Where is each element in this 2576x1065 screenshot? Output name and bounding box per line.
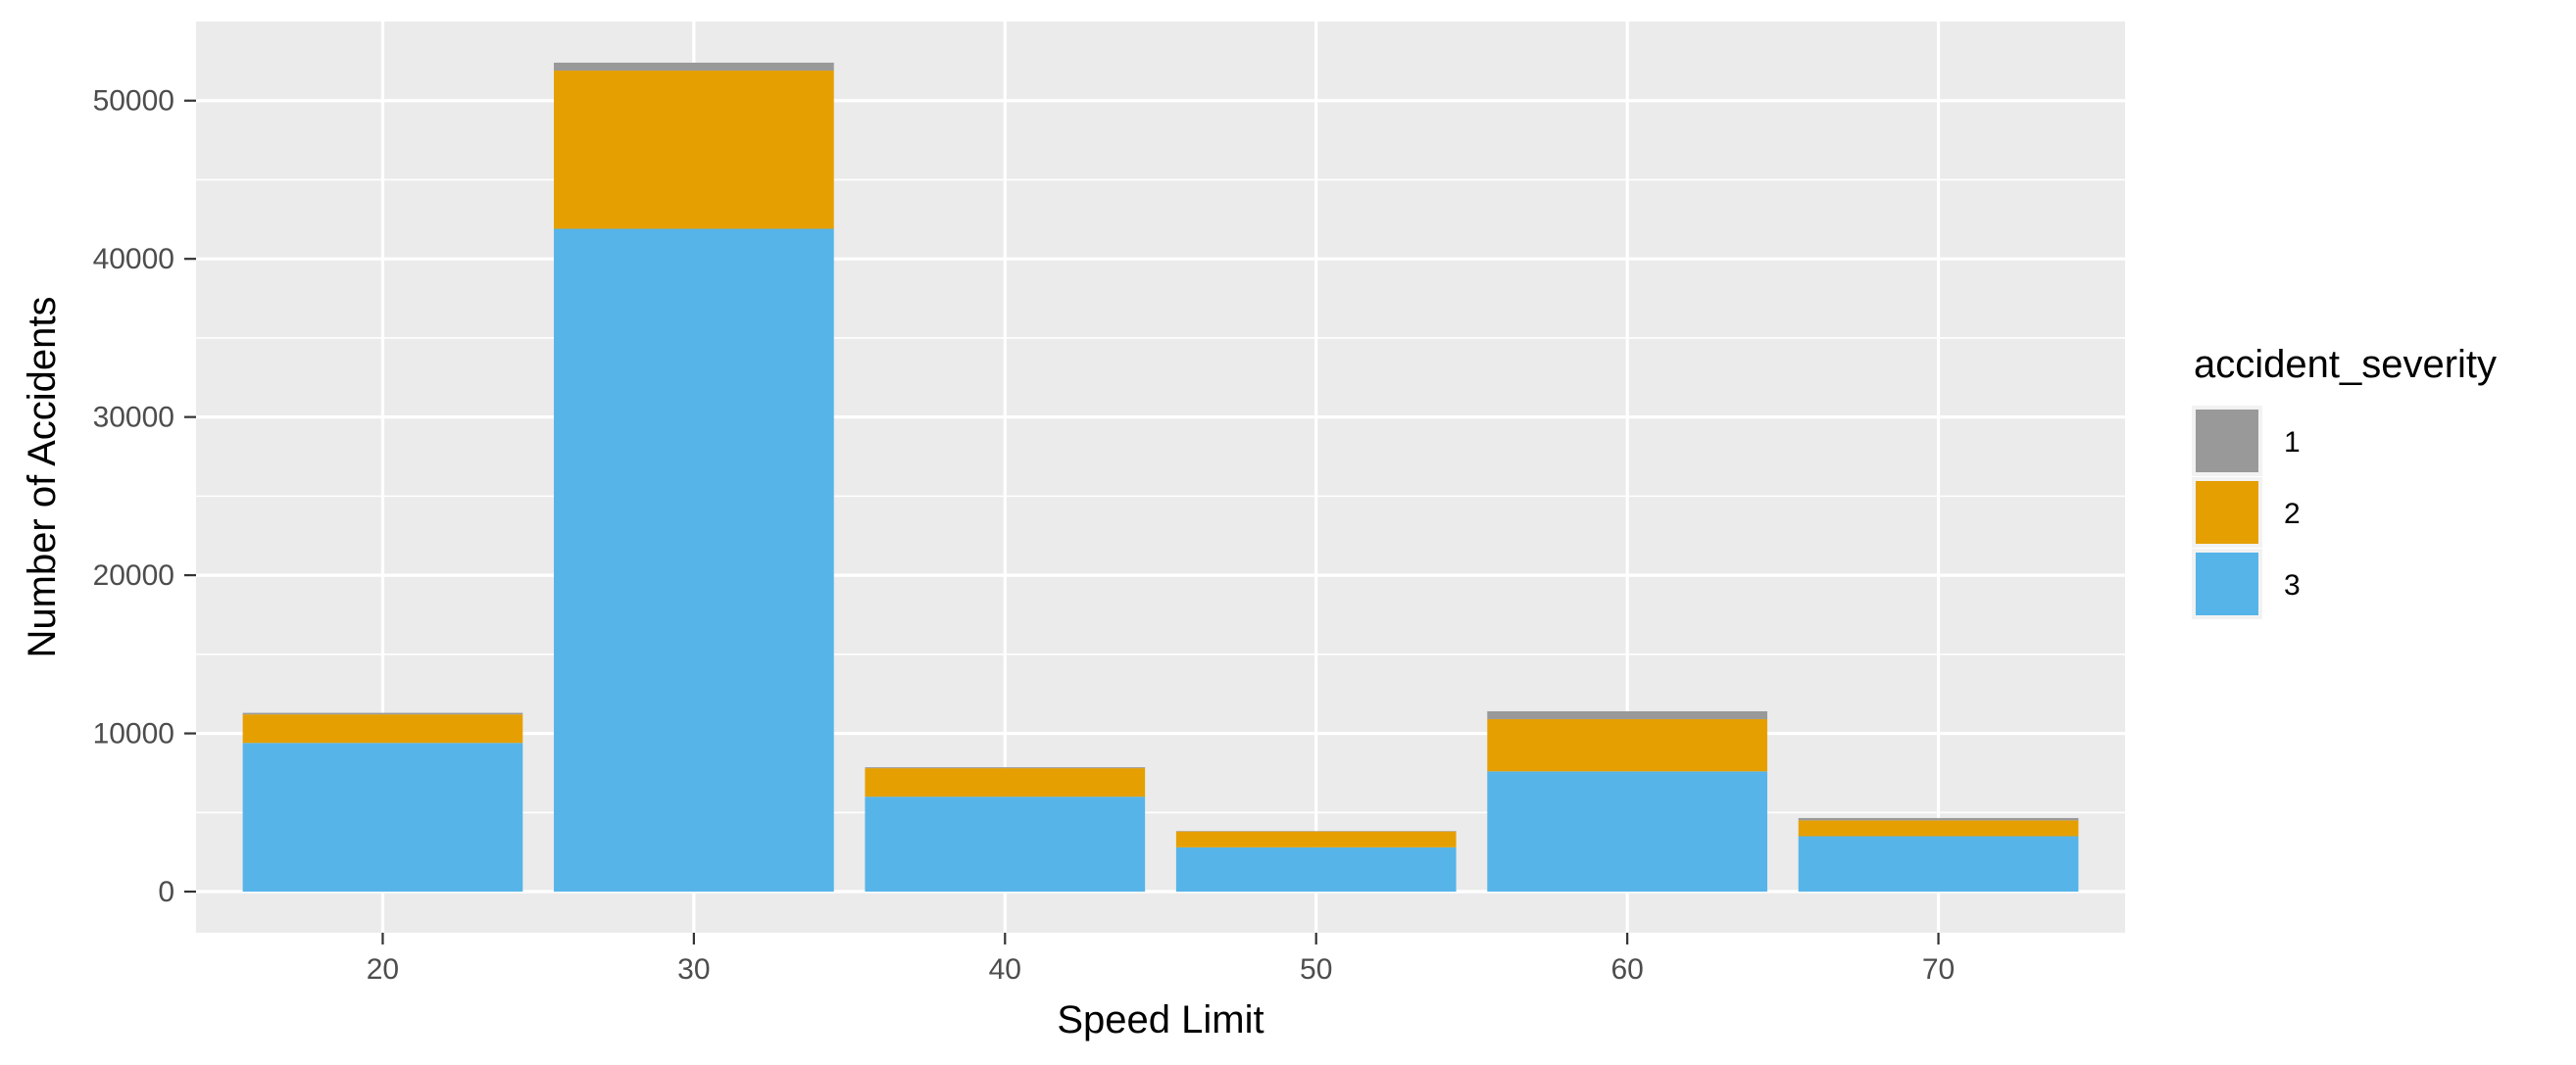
legend-label-1: 1 xyxy=(2284,426,2301,459)
x-tick-label: 40 xyxy=(989,953,1021,986)
y-tick-label: 40000 xyxy=(93,243,174,275)
legend-swatch-1 xyxy=(2196,410,2258,472)
bar-segment-30-severity-3 xyxy=(554,228,834,893)
y-axis: 0 10000 20000 30000 40000 50000 xyxy=(93,85,196,908)
bar-segment-50-severity-3 xyxy=(1175,847,1457,893)
legend-title: accident_severity xyxy=(2194,343,2497,386)
bar-segment-30-severity-1 xyxy=(554,62,834,72)
x-tick-label: 60 xyxy=(1610,953,1643,986)
x-axis-title: Speed Limit xyxy=(1057,998,1263,1041)
bar-segment-20-severity-2 xyxy=(242,714,523,744)
legend-entries: 1 2 3 xyxy=(2192,406,2301,619)
bar-segment-40-severity-2 xyxy=(865,768,1146,798)
legend-label-3: 3 xyxy=(2284,569,2301,602)
y-tick-label: 50000 xyxy=(93,85,174,118)
bar-segment-70-severity-1 xyxy=(1798,817,2079,821)
legend-label-2: 2 xyxy=(2284,498,2301,530)
x-tick-label: 30 xyxy=(677,953,710,986)
legend-swatch-2 xyxy=(2196,481,2258,544)
bar-segment-60-severity-1 xyxy=(1487,710,1767,720)
bar-segment-40-severity-3 xyxy=(865,797,1146,893)
bar-segment-20-severity-3 xyxy=(242,743,523,893)
bar-segment-30-severity-2 xyxy=(554,71,834,229)
x-tick-label: 50 xyxy=(1300,953,1332,986)
y-tick-label: 10000 xyxy=(93,718,174,750)
bar-segment-70-severity-3 xyxy=(1798,836,2079,893)
bar-segment-50-severity-2 xyxy=(1175,831,1457,847)
legend: accident_severity 1 2 3 xyxy=(2192,343,2497,619)
bar-segment-60-severity-2 xyxy=(1487,719,1767,772)
x-tick-label: 70 xyxy=(1922,953,1955,986)
bar-segment-70-severity-2 xyxy=(1798,820,2079,837)
y-tick-label: 0 xyxy=(158,876,174,908)
x-tick-label: 20 xyxy=(367,953,399,986)
y-tick-label: 30000 xyxy=(93,402,174,434)
legend-swatch-3 xyxy=(2196,553,2258,615)
major-gridlines xyxy=(196,22,2125,933)
bars xyxy=(242,62,2079,893)
y-axis-title: Number of Accidents xyxy=(21,296,64,657)
bar-segment-40-severity-1 xyxy=(865,767,1146,769)
bar-segment-60-severity-3 xyxy=(1487,771,1767,893)
bar-segment-20-severity-1 xyxy=(242,712,523,715)
y-tick-label: 20000 xyxy=(93,559,174,592)
x-axis: 20 30 40 50 60 70 xyxy=(367,933,1955,986)
